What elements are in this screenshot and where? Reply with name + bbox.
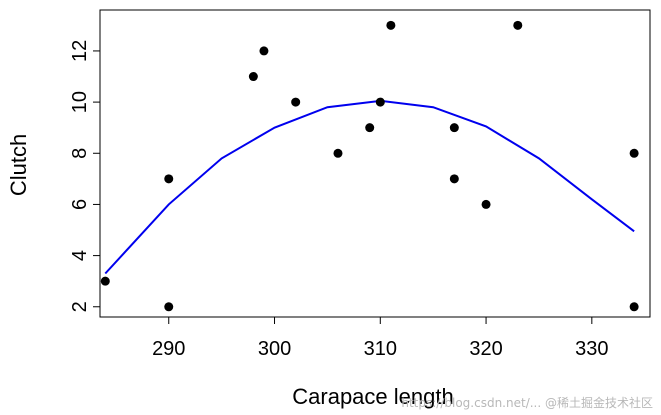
data-point [100, 276, 110, 286]
x-axis-ticks: 290 300 310 320 330 [152, 317, 609, 360]
x-tick-label: 300 [258, 338, 291, 360]
y-tick-label: 4 [69, 250, 91, 261]
data-point [386, 20, 396, 30]
data-point [365, 123, 375, 133]
data-point [513, 20, 523, 30]
data-point [333, 148, 343, 158]
data-point [449, 123, 459, 133]
data-point [449, 174, 459, 184]
y-axis-ticks: 2 4 6 8 10 12 [69, 40, 100, 312]
data-point [164, 302, 174, 312]
data-point [291, 97, 301, 107]
y-tick-label: 8 [69, 148, 91, 159]
watermark-text: https://blog.csdn.net/... @稀土掘金技术社区 [401, 396, 653, 410]
data-point [164, 174, 174, 184]
data-point [629, 302, 639, 312]
data-point [375, 97, 385, 107]
y-tick-label: 6 [69, 199, 91, 210]
x-axis-title: Carapace length [292, 384, 453, 409]
x-tick-label: 320 [469, 338, 502, 360]
data-point [481, 199, 491, 209]
x-tick-label: 290 [152, 338, 185, 360]
data-point [629, 148, 639, 158]
y-tick-label: 2 [69, 301, 91, 312]
y-axis-title: Clutch [6, 134, 31, 196]
y-tick-label: 10 [69, 91, 91, 113]
data-point [248, 72, 258, 82]
data-points [100, 20, 639, 312]
x-tick-label: 310 [364, 338, 397, 360]
x-tick-label: 330 [575, 338, 608, 360]
y-tick-label: 12 [69, 40, 91, 62]
plot-frame [99, 9, 651, 318]
data-point [259, 46, 269, 56]
